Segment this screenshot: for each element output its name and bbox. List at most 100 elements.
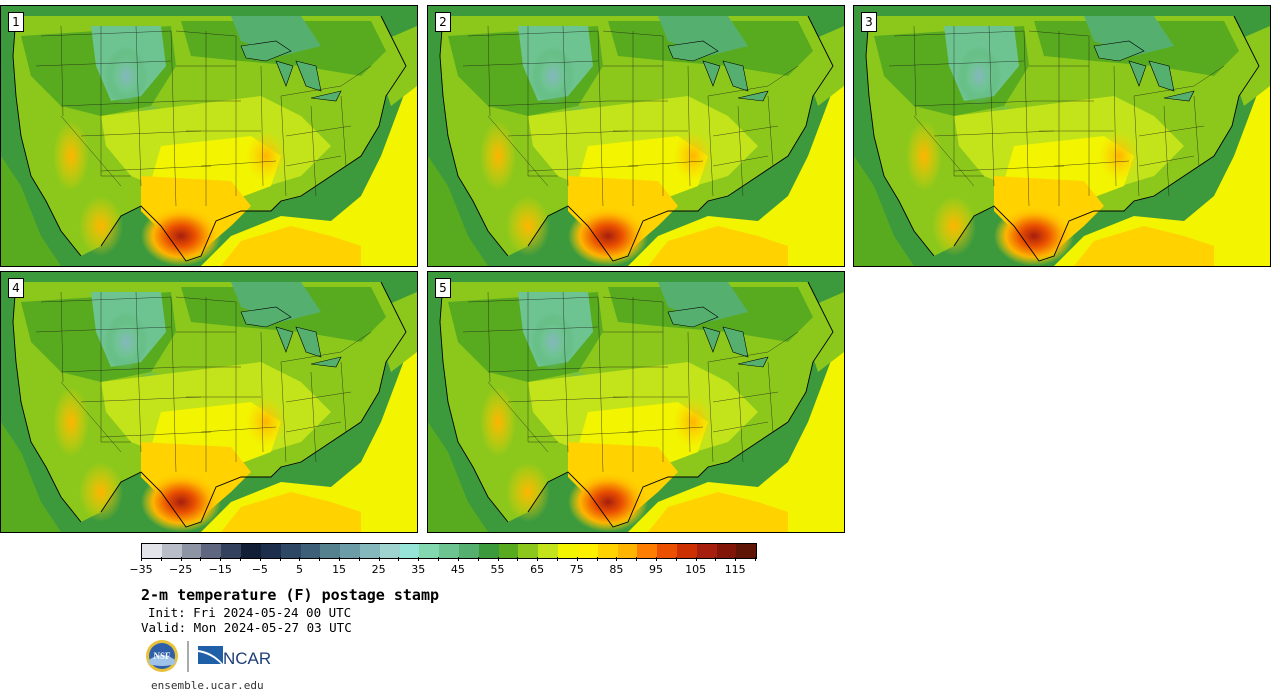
colorbar-swatch: [617, 544, 638, 558]
colorbar-swatch: [538, 544, 559, 558]
colorbar-swatch: [379, 544, 400, 558]
colorbar-swatch: [260, 544, 281, 558]
chart-title: 2-m temperature (F) postage stamp: [141, 586, 440, 604]
temperature-map: [1, 6, 417, 266]
colorbar-swatch: [280, 544, 301, 558]
colorbar-tick-label: −35: [129, 563, 153, 576]
colorbar-tick: [180, 557, 182, 561]
colorbar-tick: [497, 557, 499, 561]
colorbar-tick-label: 95: [648, 563, 663, 576]
colorbar-tick-label: 25: [371, 563, 386, 576]
colorbar-swatch: [241, 544, 261, 558]
colorbar-tick: [517, 557, 519, 561]
colorbar-tick: [220, 557, 222, 561]
colorbar-tick: [655, 557, 657, 561]
colorbar-swatch: [736, 544, 757, 558]
colorbar-swatch: [716, 544, 737, 558]
colorbar-tick: [537, 557, 539, 561]
colorbar-swatch: [161, 544, 182, 558]
colorbar-swatch: [478, 544, 499, 558]
colorbar-swatch: [676, 544, 697, 558]
colorbar-swatch: [439, 544, 459, 558]
colorbar-tick: [358, 557, 360, 561]
colorbar-swatch: [201, 544, 222, 558]
forecast-map-panel-3: 3: [853, 5, 1271, 267]
colorbar-swatch: [518, 544, 539, 558]
valid-time: Valid: Mon 2024-05-27 03 UTC: [141, 620, 352, 635]
colorbar-tick: [299, 557, 301, 561]
colorbar-swatch: [300, 544, 321, 558]
colorbar-swatch: [221, 544, 242, 558]
colorbar-tick: [141, 557, 142, 561]
temperature-colorbar: [141, 543, 757, 559]
colorbar-tick: [477, 557, 479, 561]
colorbar-tick-label: −25: [169, 563, 193, 576]
temperature-map: [1, 272, 417, 532]
colorbar-tick: [755, 557, 756, 561]
colorbar-swatch: [359, 544, 380, 558]
colorbar-tick: [339, 557, 341, 561]
forecast-map-panel-2: 2: [427, 5, 845, 267]
temperature-map: [428, 6, 844, 266]
colorbar-swatch: [419, 544, 440, 558]
forecast-map-panel-5: 5: [427, 271, 845, 533]
colorbar-tick: [398, 557, 400, 561]
colorbar-tick: [636, 557, 638, 561]
colorbar-tick: [259, 557, 261, 561]
ncar-logo-text: NCAR: [223, 649, 271, 668]
colorbar-swatch: [399, 544, 420, 558]
colorbar-tick-label: 35: [411, 563, 426, 576]
nsf-logo-text: NSF: [153, 651, 171, 661]
colorbar-tick-label: 115: [724, 563, 746, 576]
panel-number-label: 2: [435, 12, 451, 32]
colorbar-tick-label: 105: [685, 563, 707, 576]
colorbar-swatch: [577, 544, 598, 558]
colorbar-swatch: [181, 544, 202, 558]
colorbar-tick-label: 45: [450, 563, 465, 576]
colorbar-tick-label: 85: [609, 563, 624, 576]
colorbar-tick: [715, 557, 717, 561]
colorbar-tick: [319, 557, 321, 561]
colorbar-tick: [279, 557, 281, 561]
colorbar-tick: [240, 557, 242, 561]
colorbar-tick: [576, 557, 578, 561]
colorbar-tick: [200, 557, 202, 561]
init-time: Init: Fri 2024-05-24 00 UTC: [148, 605, 352, 620]
colorbar-tick-label: 5: [295, 563, 303, 576]
colorbar-swatch: [696, 544, 717, 558]
forecast-map-panel-4: 4: [0, 271, 418, 533]
colorbar-swatch: [142, 544, 162, 558]
colorbar-tick-label: −15: [208, 563, 232, 576]
colorbar-tick: [735, 557, 737, 561]
colorbar-swatch: [459, 544, 479, 558]
colorbar-tick-label: 75: [569, 563, 584, 576]
colorbar-swatch: [498, 544, 519, 558]
panel-number-label: 3: [861, 12, 877, 32]
colorbar-swatch: [597, 544, 618, 558]
logos: NSF NCAR: [146, 640, 271, 672]
colorbar-tick-label: 15: [332, 563, 347, 576]
colorbar-ticks: −35 −25 −15 −5 5 15 25 35 45 55 65 75 85 95 105 115: [129, 557, 757, 579]
colorbar-tick: [378, 557, 380, 561]
colorbar-tick: [616, 557, 618, 561]
temperature-map: [854, 6, 1270, 266]
colorbar-swatch: [558, 544, 578, 558]
colorbar-tick: [695, 557, 697, 561]
panel-number-label: 1: [8, 12, 24, 32]
colorbar-tick: [438, 557, 440, 561]
nsf-logo: NSF: [146, 640, 178, 672]
colorbar-tick: [596, 557, 598, 561]
colorbar-swatch: [657, 544, 677, 558]
colorbar-swatch: [637, 544, 658, 558]
colorbar-tick-label: 55: [490, 563, 505, 576]
colorbar-tick: [556, 557, 558, 561]
colorbar-tick-label: 65: [530, 563, 545, 576]
colorbar-swatch: [340, 544, 360, 558]
colorbar-tick: [675, 557, 677, 561]
colorbar-swatch: [320, 544, 341, 558]
footer-url[interactable]: ensemble.ucar.edu: [151, 679, 264, 692]
colorbar-tick-label: −5: [251, 563, 268, 576]
colorbar-tick: [457, 557, 459, 561]
panel-number-label: 4: [8, 278, 24, 298]
ncar-logo: NCAR: [198, 646, 271, 668]
